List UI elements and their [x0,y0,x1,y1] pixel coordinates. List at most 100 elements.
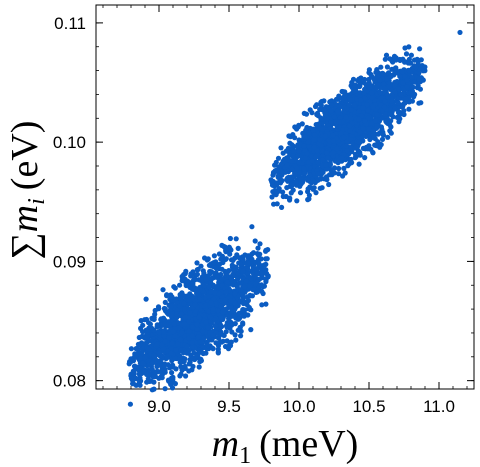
data-point [290,132,296,138]
data-point [216,251,222,257]
data-point [229,329,235,335]
data-point [365,107,371,113]
x-tick-label: 10.5 [352,397,385,416]
data-point [397,73,403,79]
data-point [332,101,339,107]
data-point [194,260,200,266]
data-point [211,317,218,323]
data-point [406,68,412,74]
data-point [289,158,295,164]
data-point [357,83,363,89]
data-point [314,148,320,154]
data-point [198,339,205,345]
data-point [277,180,284,186]
data-point [169,340,175,346]
data-point [336,93,342,99]
data-point [230,257,236,263]
data-point [254,289,260,295]
data-point [360,125,366,132]
data-point [224,270,230,276]
data-point [178,311,185,317]
data-point [138,355,144,361]
data-point [140,360,146,366]
data-point [416,76,422,82]
data-point [413,64,419,71]
data-point [353,143,360,150]
data-point [151,353,157,359]
data-point [324,177,330,183]
data-point [234,276,241,282]
data-point [236,255,242,261]
data-point [128,356,134,362]
data-point [213,265,219,271]
data-point [214,274,221,280]
data-point [198,263,204,269]
data-point [360,138,366,144]
x-tick-label: 9.0 [147,397,171,416]
data-point [383,118,389,124]
data-point [418,57,424,63]
data-point [342,170,348,176]
data-point [177,373,183,379]
data-point [255,245,261,251]
data-point [161,305,167,312]
y-tick-label: 0.08 [53,372,86,391]
data-point [257,241,263,247]
data-point [209,345,215,351]
data-point [318,116,324,122]
data-point [336,171,342,177]
data-point [215,343,222,349]
data-point [161,363,167,369]
data-point [280,189,286,195]
data-point [369,94,375,101]
data-point [238,287,244,293]
data-point [203,350,209,356]
data-point [171,321,177,327]
data-point [382,85,388,92]
data-point [164,293,170,299]
data-point [183,373,189,379]
data-point [339,155,345,161]
data-point [274,182,280,188]
data-point [186,319,192,325]
data-point [312,132,318,138]
data-point [274,201,280,207]
data-point [417,46,423,52]
data-point [286,174,292,180]
data-point [289,142,295,148]
data-point [223,249,229,255]
data-point [357,129,363,135]
data-point [248,276,254,282]
data-point [226,244,232,250]
data-point [240,257,246,263]
data-point [181,300,187,306]
data-point [401,111,407,118]
y-tick-label: 0.11 [54,14,86,33]
data-point [169,370,175,376]
data-point [172,355,178,361]
data-point [385,70,392,76]
data-point [356,161,362,167]
data-point [137,375,143,381]
data-point [246,306,252,312]
data-point [181,321,188,327]
data-point [416,70,422,76]
data-point [378,64,384,70]
data-point [387,56,393,62]
data-point [382,56,388,62]
data-point [218,315,224,321]
data-point [190,363,196,370]
data-point [403,96,409,102]
data-point [229,322,235,328]
data-point [186,368,192,374]
data-point [143,296,149,302]
data-point [222,297,228,303]
data-point [189,344,195,350]
data-point [236,310,242,316]
data-point [301,165,307,172]
data-point [238,261,244,267]
data-point [165,377,172,383]
data-point [283,193,289,200]
data-point [370,150,376,156]
data-point [263,256,269,262]
